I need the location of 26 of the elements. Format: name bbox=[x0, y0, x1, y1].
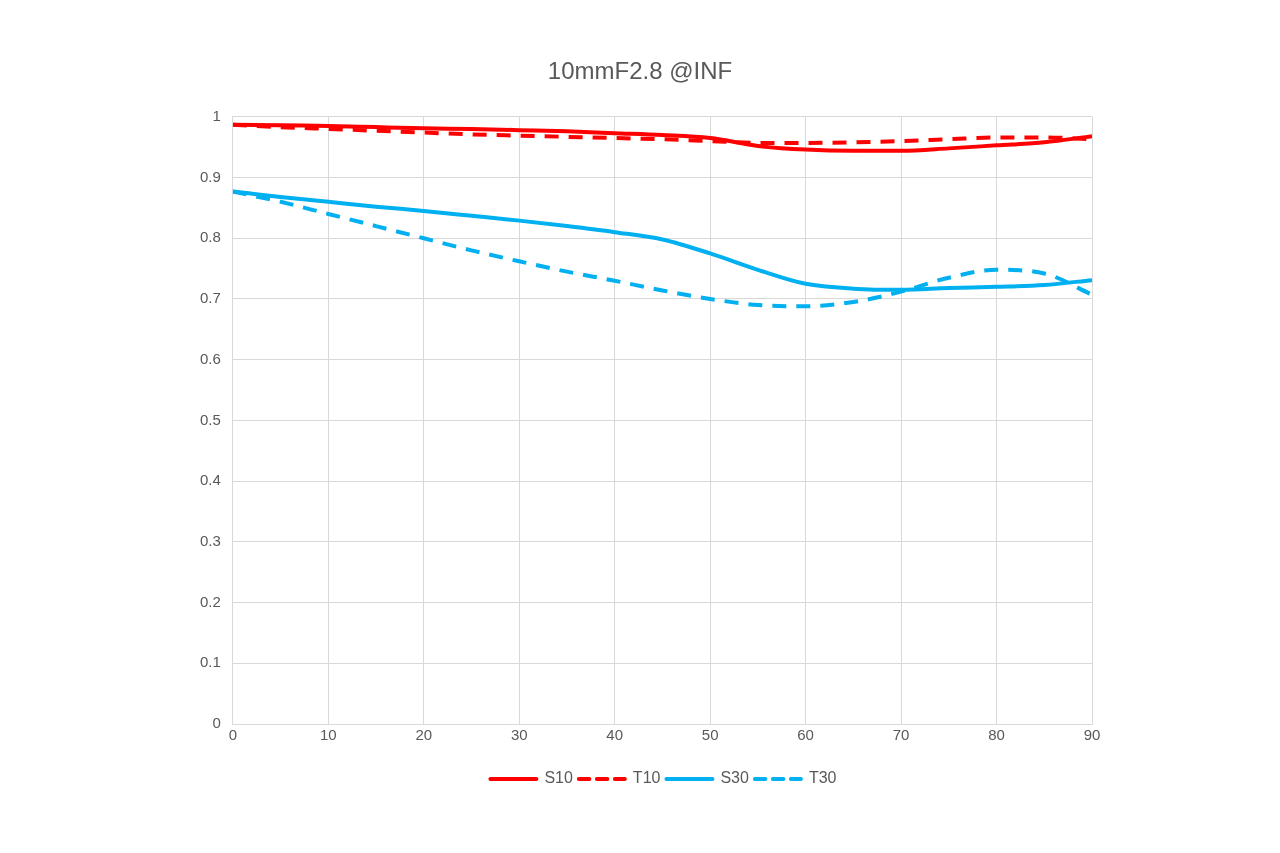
y-tick-label: 0.5 bbox=[199, 410, 221, 428]
legend-label: S10 bbox=[544, 769, 573, 787]
y-tick-label: 0.6 bbox=[199, 349, 221, 367]
x-tick-label: 50 bbox=[701, 726, 719, 744]
x-tick-label: 0 bbox=[228, 726, 238, 744]
y-tick-label: 0.8 bbox=[199, 228, 221, 246]
legend-label: T30 bbox=[808, 769, 837, 787]
x-tick-label: 60 bbox=[797, 726, 814, 744]
x-tick-label: 90 bbox=[1083, 726, 1101, 744]
y-tick-label: 0.3 bbox=[199, 531, 221, 549]
y-tick-label: 0.2 bbox=[199, 592, 221, 610]
legend-label: S30 bbox=[720, 769, 749, 787]
x-tick-label: 20 bbox=[415, 726, 433, 744]
chart-title: 10mmF2.8 @INF bbox=[547, 57, 733, 85]
x-tick-label: 40 bbox=[606, 726, 624, 744]
y-tick-label: 0.7 bbox=[199, 289, 221, 307]
x-tick-label: 70 bbox=[892, 726, 910, 744]
y-tick-label: 1 bbox=[212, 106, 221, 124]
y-tick-label: 0 bbox=[212, 714, 221, 732]
y-tick-label: 0.4 bbox=[199, 471, 221, 489]
y-tick-label: 0.1 bbox=[199, 653, 221, 671]
x-tick-label: 10 bbox=[319, 726, 337, 744]
x-tick-label: 30 bbox=[510, 726, 528, 744]
legend-label: T10 bbox=[632, 769, 661, 787]
x-tick-label: 80 bbox=[988, 726, 1005, 744]
y-tick-label: 0.9 bbox=[199, 167, 221, 185]
